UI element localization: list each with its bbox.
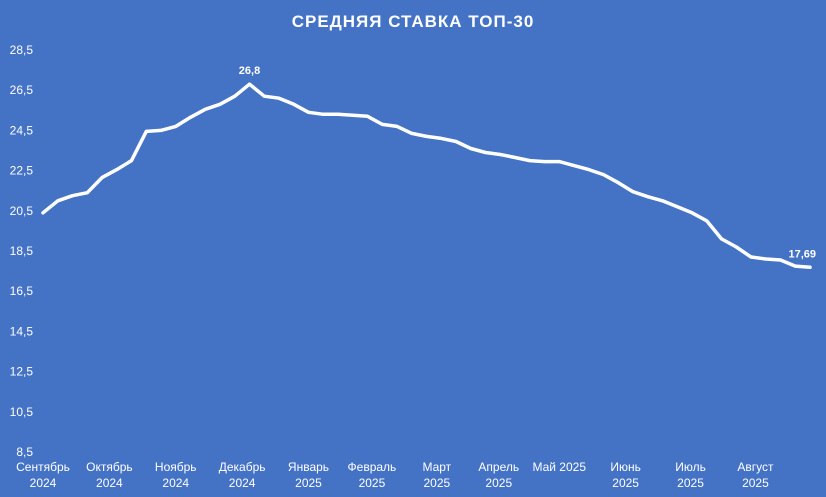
data-point bbox=[336, 112, 340, 116]
data-point bbox=[71, 194, 74, 198]
x-tick-label-year: 2024 bbox=[162, 476, 189, 490]
y-tick-label: 18,5 bbox=[10, 244, 34, 258]
data-point bbox=[439, 136, 443, 140]
data-point bbox=[498, 153, 502, 157]
x-tick-label-year: 2025 bbox=[677, 476, 704, 490]
y-tick-label: 26,5 bbox=[10, 83, 34, 97]
x-tick-label: Ноябрь bbox=[155, 460, 197, 474]
x-tick-label-year: 2024 bbox=[30, 476, 57, 490]
x-tick-label: Февраль bbox=[348, 460, 397, 474]
data-point bbox=[203, 107, 207, 111]
data-label: 26,8 bbox=[239, 65, 260, 77]
x-tick-label: Март bbox=[422, 460, 451, 474]
data-point bbox=[115, 168, 119, 172]
data-point bbox=[705, 219, 709, 223]
x-tick-label-year: 2025 bbox=[485, 476, 512, 490]
x-tick-label-year: 2025 bbox=[423, 476, 450, 490]
x-tick-label: Июль bbox=[675, 460, 706, 474]
y-tick-label: 16,5 bbox=[10, 284, 34, 298]
data-point bbox=[690, 211, 694, 215]
y-tick-label: 28,5 bbox=[10, 43, 34, 57]
data-point bbox=[631, 190, 635, 194]
data-point bbox=[85, 191, 89, 195]
data-point bbox=[321, 112, 325, 116]
data-point bbox=[646, 195, 650, 199]
data-point bbox=[100, 176, 104, 180]
data-point bbox=[425, 134, 428, 138]
y-tick-label: 12,5 bbox=[10, 365, 34, 379]
y-tick-label: 8,5 bbox=[16, 445, 33, 459]
x-tick-label: Июнь bbox=[610, 460, 641, 474]
x-tick-label-year: 2025 bbox=[612, 476, 639, 490]
data-point bbox=[513, 156, 517, 160]
data-point bbox=[410, 131, 414, 135]
x-tick-label: Январь bbox=[288, 460, 329, 474]
data-point bbox=[262, 94, 266, 98]
data-point bbox=[144, 129, 148, 133]
data-point bbox=[292, 102, 296, 106]
data-point bbox=[602, 173, 605, 177]
data-point bbox=[233, 94, 237, 98]
data-point bbox=[380, 122, 384, 126]
data-point bbox=[543, 160, 546, 164]
data-point bbox=[395, 124, 399, 128]
chart-title: СРЕДНЯЯ СТАВКА ТОП-30 bbox=[291, 12, 535, 31]
data-point bbox=[484, 151, 487, 155]
data-point bbox=[572, 164, 576, 168]
x-tick-label-year: 2025 bbox=[359, 476, 386, 490]
data-point bbox=[675, 205, 679, 209]
data-point bbox=[351, 113, 355, 117]
data-point bbox=[218, 102, 222, 106]
data-point bbox=[734, 245, 738, 249]
data-point bbox=[557, 160, 561, 164]
x-tick-label: Октябрь bbox=[86, 460, 133, 474]
y-tick-label: 10,5 bbox=[10, 405, 34, 419]
x-tick-label-year: 2025 bbox=[295, 476, 322, 490]
x-tick-label-year: 2024 bbox=[229, 476, 256, 490]
data-point bbox=[793, 264, 797, 268]
y-tick-label: 14,5 bbox=[10, 324, 34, 338]
x-tick-label: Сентябрь bbox=[16, 460, 70, 474]
data-point bbox=[720, 237, 723, 241]
data-point bbox=[159, 128, 163, 132]
x-tick-label-year: 2025 bbox=[742, 476, 769, 490]
y-tick-label: 24,5 bbox=[10, 123, 34, 137]
data-point bbox=[56, 199, 60, 203]
y-tick-label: 20,5 bbox=[10, 204, 34, 218]
data-point bbox=[454, 139, 458, 143]
data-point bbox=[189, 115, 192, 119]
x-tick-label: Август bbox=[737, 460, 774, 474]
data-point bbox=[277, 96, 281, 100]
x-tick-label: Май 2025 bbox=[532, 460, 586, 474]
data-point bbox=[808, 265, 812, 269]
data-point bbox=[528, 159, 532, 163]
data-point bbox=[248, 82, 251, 86]
data-label: 17,69 bbox=[788, 248, 816, 260]
data-point bbox=[41, 211, 45, 215]
data-point bbox=[749, 255, 753, 259]
data-point bbox=[130, 159, 133, 163]
data-point bbox=[661, 199, 664, 203]
data-point bbox=[616, 181, 620, 185]
data-point bbox=[307, 110, 310, 114]
data-point bbox=[587, 168, 591, 172]
data-point bbox=[366, 114, 369, 118]
y-tick-label: 22,5 bbox=[10, 164, 34, 178]
data-point bbox=[779, 258, 782, 262]
x-tick-label-year: 2024 bbox=[96, 476, 123, 490]
data-point bbox=[469, 146, 473, 150]
data-point bbox=[764, 257, 768, 261]
x-tick-label: Декабрь bbox=[219, 460, 266, 474]
data-point bbox=[174, 124, 178, 128]
x-tick-label: Апрель bbox=[478, 460, 519, 474]
